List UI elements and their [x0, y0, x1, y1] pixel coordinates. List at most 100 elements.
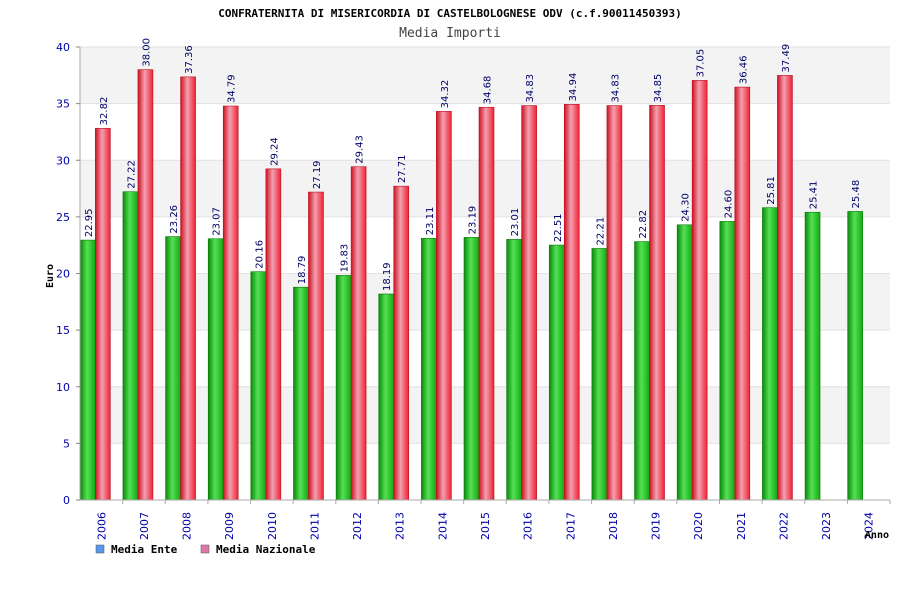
bar-media-ente [207, 238, 224, 501]
value-label: 22.82 [638, 210, 649, 239]
legend-label: Media Nazionale [216, 543, 316, 556]
x-tick-label: 2014 [436, 512, 449, 540]
value-label: 23.26 [169, 205, 180, 234]
bar-media-nazionale [95, 128, 111, 501]
value-label: 38.00 [141, 38, 152, 67]
value-label: 34.83 [610, 74, 621, 103]
value-label: 18.79 [297, 256, 308, 285]
value-label: 24.30 [681, 193, 692, 222]
x-axis-label: Anno [865, 530, 889, 541]
bar-media-ente [506, 239, 522, 501]
value-label: 27.22 [126, 160, 137, 189]
value-label: 37.49 [781, 44, 792, 73]
bar-media-nazionale [436, 111, 452, 501]
bar-media-ente [293, 286, 309, 501]
x-tick-label: 2021 [735, 512, 748, 540]
value-label: 37.36 [184, 45, 195, 74]
x-tick-label: 2008 [181, 512, 194, 540]
bar-media-ente [378, 293, 395, 501]
value-label: 23.01 [510, 208, 521, 237]
value-label: 32.82 [99, 97, 110, 126]
bar-media-nazionale [563, 104, 580, 501]
x-tick-label: 2022 [777, 512, 790, 540]
bar-media-nazionale [777, 75, 793, 501]
y-tick-label: 25 [56, 211, 70, 224]
bar-media-nazionale [137, 69, 154, 501]
bar-media-ente [250, 271, 267, 501]
x-tick-label: 2023 [820, 512, 833, 540]
bar-media-ente [762, 207, 778, 501]
legend-swatch [200, 544, 210, 554]
legend-label: Media Ente [111, 543, 178, 556]
x-tick-label: 2007 [138, 512, 151, 540]
value-label: 25.41 [809, 181, 820, 210]
x-tick-label: 2024 [863, 512, 876, 540]
legend-swatch [95, 544, 105, 554]
value-label: 29.24 [269, 137, 280, 166]
value-label: 36.46 [738, 55, 749, 84]
x-tick-label: 2009 [223, 512, 236, 540]
value-label: 25.48 [851, 180, 862, 209]
bar-media-nazionale [350, 166, 367, 501]
x-tick-label: 2018 [607, 512, 620, 540]
bar-media-ente [122, 191, 139, 501]
x-tick-label: 2013 [394, 512, 407, 540]
x-tick-label: 2012 [351, 512, 364, 540]
value-label: 27.71 [397, 155, 408, 184]
value-label: 23.19 [468, 206, 479, 235]
bar-media-nazionale [734, 86, 751, 501]
value-label: 29.43 [355, 135, 366, 164]
grid-band [80, 47, 890, 104]
y-tick-label: 40 [56, 41, 70, 54]
x-tick-label: 2006 [95, 512, 108, 540]
y-tick-label: 30 [56, 154, 70, 167]
value-label: 34.85 [653, 74, 664, 103]
value-label: 34.32 [440, 80, 451, 109]
value-label: 34.68 [483, 76, 494, 105]
value-label: 22.95 [84, 208, 95, 237]
bar-media-nazionale [606, 105, 623, 501]
value-label: 27.19 [312, 160, 323, 189]
bar-media-ente [165, 236, 181, 501]
bar-media-ente [463, 237, 480, 501]
value-label: 34.79 [227, 74, 238, 103]
value-label: 34.94 [568, 73, 579, 102]
y-tick-label: 35 [56, 98, 70, 111]
axes: 0 5 10 15 20 25 30 35 40 2006 2007 2008 2009 2010 2011… [56, 41, 891, 540]
value-label: 25.81 [766, 176, 777, 205]
x-tick-label: 2011 [308, 512, 321, 540]
x-tick-label: 2017 [564, 512, 577, 540]
bar-media-nazionale [521, 105, 537, 501]
value-label: 23.07 [212, 207, 223, 236]
value-label: 22.21 [595, 217, 606, 246]
y-tick-label: 10 [56, 381, 70, 394]
bar-media-ente [591, 248, 608, 501]
bar-media-ente [335, 275, 352, 501]
bar-media-ente [421, 237, 437, 501]
bar-media-nazionale [393, 185, 410, 501]
bar-media-ente [80, 239, 96, 501]
y-axis-label: Euro [45, 264, 56, 288]
bar-media-ente [548, 244, 565, 501]
bar-media-nazionale [265, 168, 282, 501]
bar-media-nazionale [180, 76, 196, 501]
value-label: 24.60 [723, 190, 734, 219]
bar-media-ente [847, 211, 863, 501]
x-tick-label: 2019 [650, 512, 663, 540]
bar-media-nazionale [478, 106, 495, 501]
bar-media-ente [676, 224, 693, 501]
x-tick-label: 2015 [479, 512, 492, 540]
value-labels: 22.95 32.82 27.22 38.00 23.26 37.36 23.07 34.79… [84, 38, 862, 291]
x-tick-label: 2016 [522, 512, 535, 540]
bar-media-ente [719, 221, 736, 501]
y-tick-label: 20 [56, 268, 70, 281]
value-label: 34.83 [525, 74, 536, 103]
bar-media-ente [634, 241, 650, 501]
value-label: 22.51 [553, 213, 564, 242]
value-label: 19.83 [340, 244, 351, 273]
x-tick-label: 2010 [266, 512, 279, 540]
value-label: 37.05 [696, 49, 707, 78]
chart-subtitle: Media Importi [399, 26, 501, 41]
value-label: 18.19 [382, 262, 393, 291]
